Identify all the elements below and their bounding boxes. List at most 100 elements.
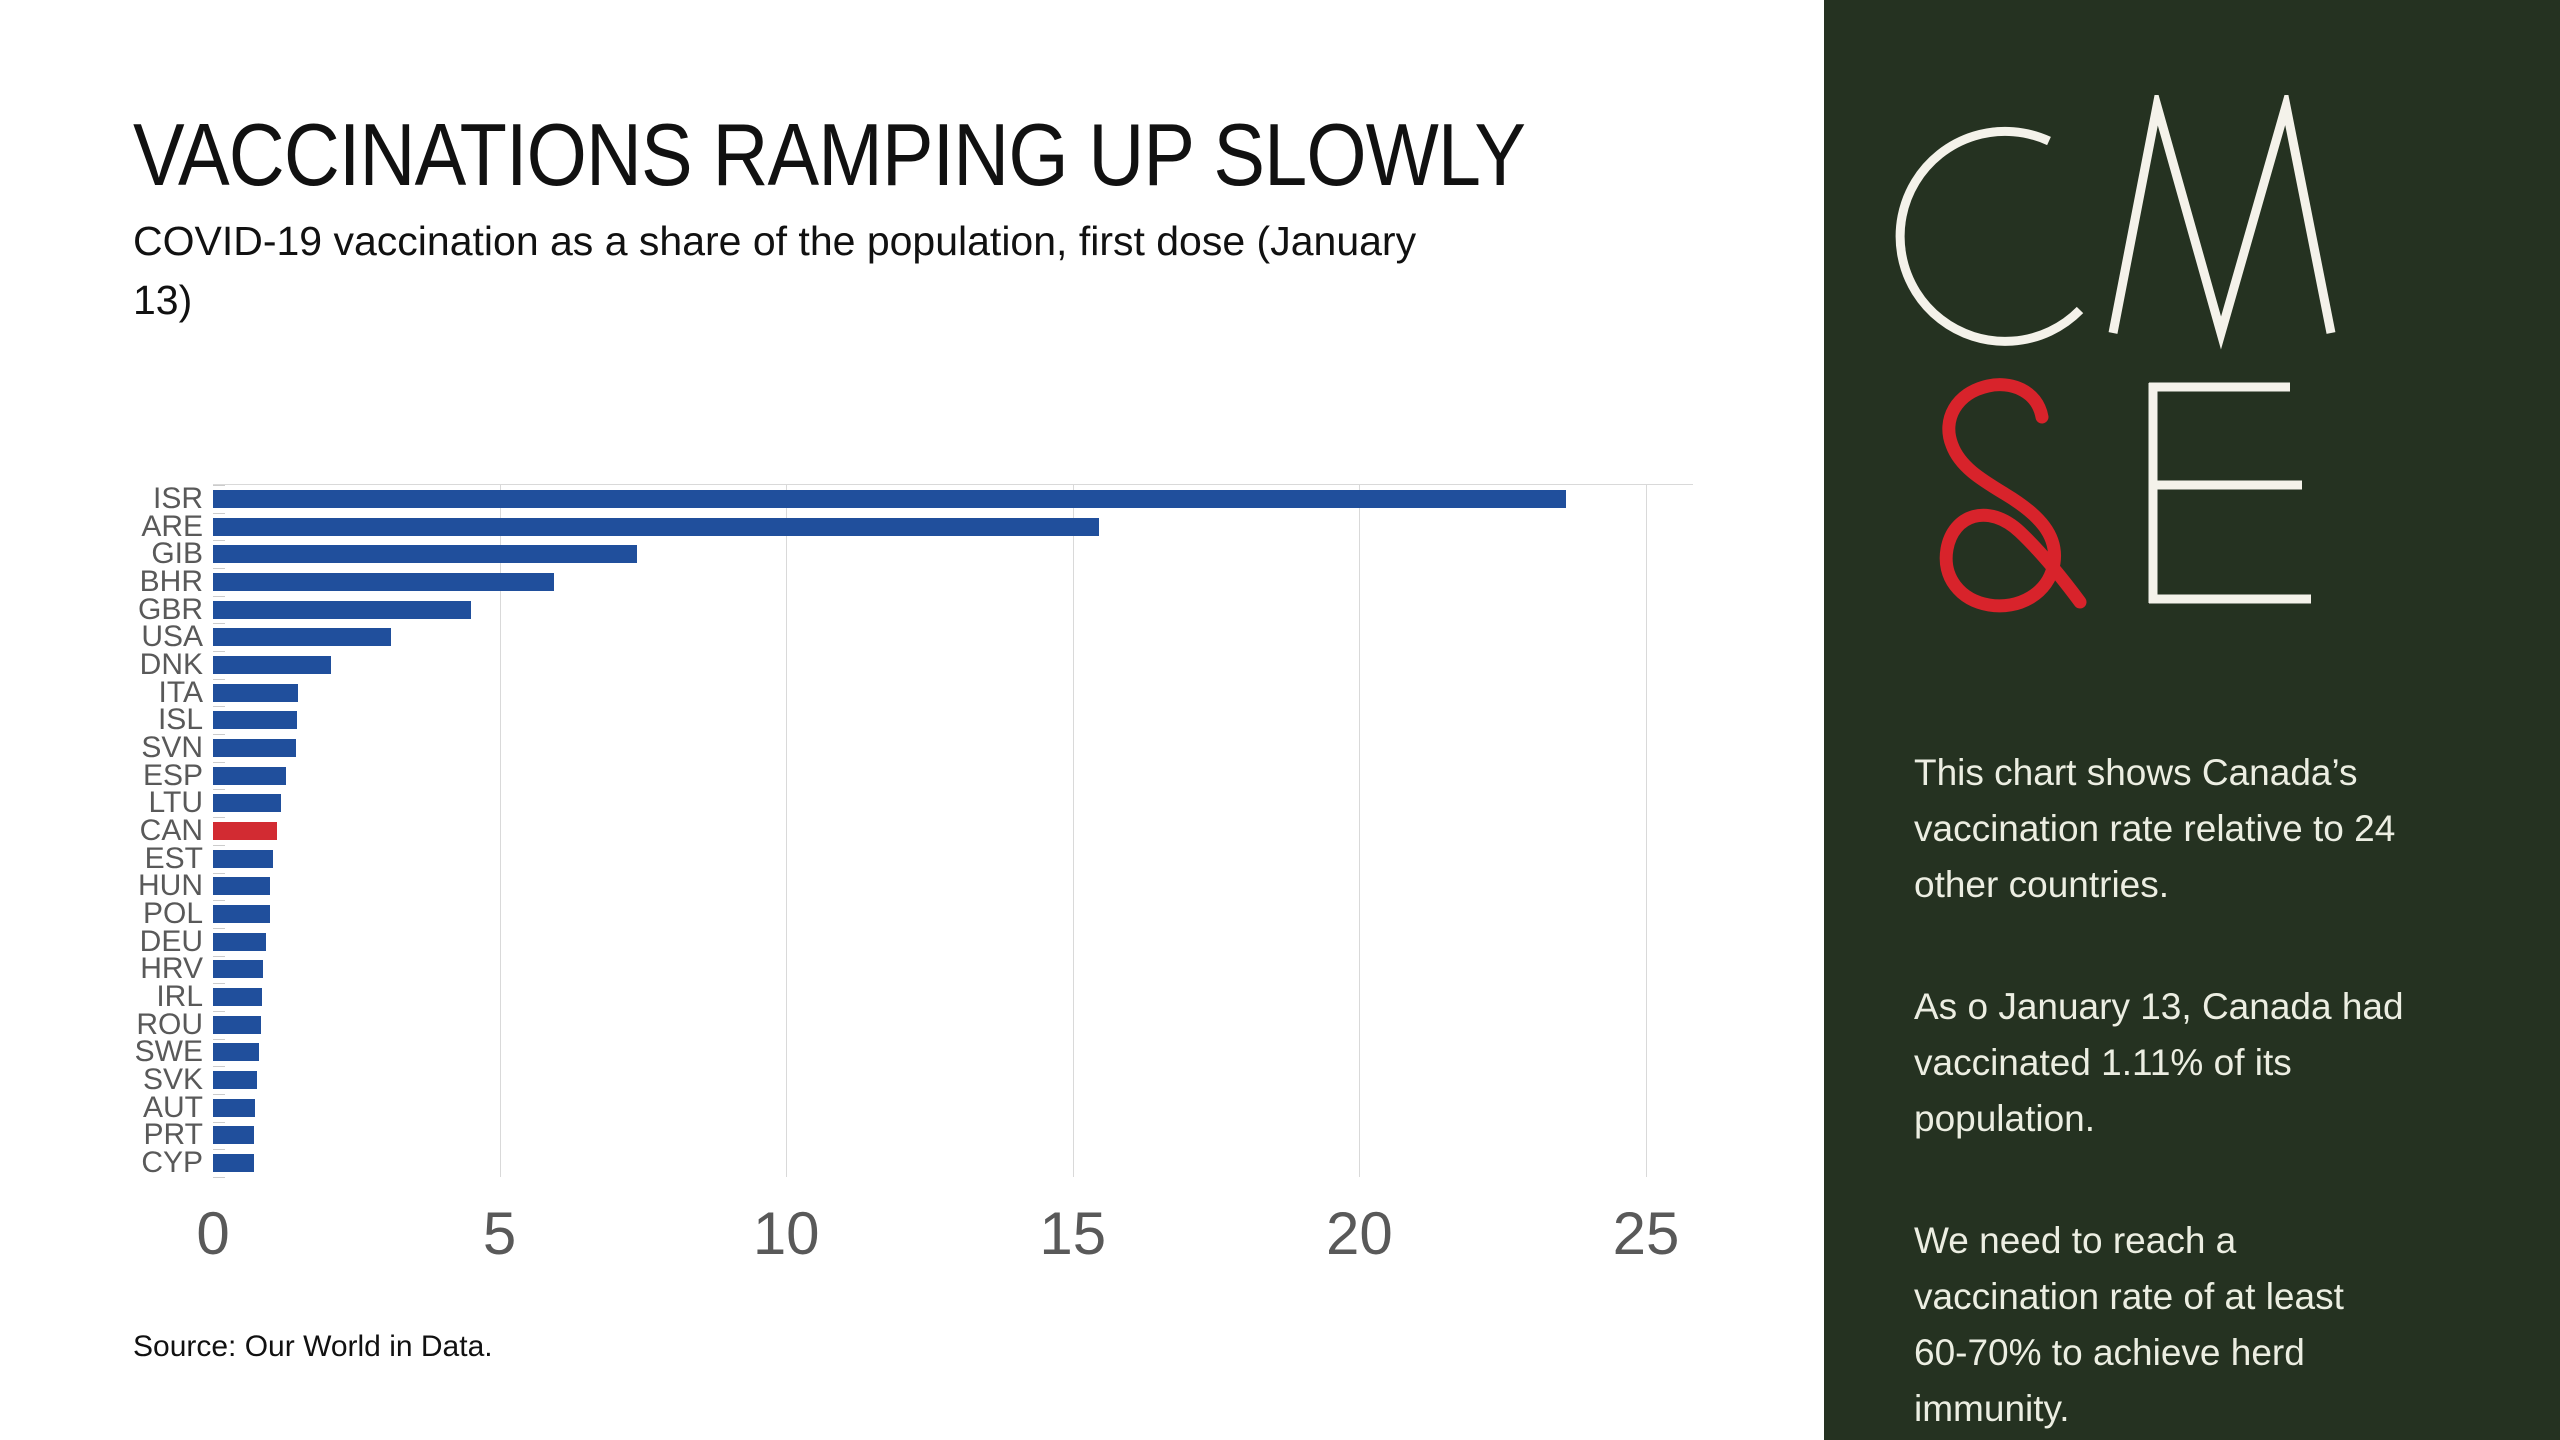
category-axis-tick [213,927,225,929]
bar-hun [213,877,271,896]
logo-letter-m [2108,86,2336,350]
category-axis-tick [213,623,225,625]
country-label-rou: ROU [136,1007,203,1041]
country-label-hrv: HRV [140,952,203,986]
chart-subtitle: COVID-19 vaccination as a share of the p… [133,218,1417,324]
bar-dnk [213,655,331,674]
gridline-10 [786,485,788,1177]
bar-row-usa: USA [141,622,1693,652]
cme-logo [1890,86,2350,615]
bar-row-ltu: LTU [149,788,1693,818]
bar-row-gib: GIB [151,539,1693,569]
sidebar-paragraph-1: This chart shows Canada’s vaccination ra… [1914,752,2396,905]
country-label-ltu: LTU [148,786,203,820]
bar-pol [213,904,270,923]
category-axis-tick [213,512,225,514]
category-axis-tick [213,540,225,542]
country-label-irl: IRL [156,979,203,1013]
gridline-25 [1646,485,1647,1177]
bar-chart: ISR ARE GIB BHR GBR USA DNK ITA ISL SVN ESP LTU CAN E… [134,483,1693,1274]
sidebar: This chart shows Canada’s vaccination ra… [1824,0,2560,1440]
bar-deu [213,932,267,951]
bar-svk [213,1070,257,1089]
bar-row-est: EST [145,843,1693,873]
bar-row-can: CAN [140,815,1693,845]
bar-row-deu: DEU [140,926,1693,956]
country-label-gbr: GBR [137,592,203,626]
bar-bhr [213,572,555,591]
category-axis-tick [213,1066,225,1068]
bar-row-gbr: GBR [138,594,1693,624]
country-label-bhr: BHR [139,564,203,598]
bar-gib [213,545,638,564]
country-label-prt: PRT [143,1118,203,1152]
country-label-esp: ESP [142,758,203,792]
category-axis-tick [213,872,225,874]
category-axis-tick [213,1038,225,1040]
country-label-isr: ISR [152,481,203,515]
gridline-15 [1072,485,1074,1177]
bar-row-isr: ISR [153,483,1693,513]
bar-row-prt: PRT [144,1120,1693,1150]
bar-row-isl: ISL [158,705,1693,735]
bar-are [213,517,1099,536]
bar-isr [213,489,1566,508]
bar-svn [213,738,296,757]
country-label-usa: USA [141,620,203,654]
category-axis-tick [213,1149,225,1151]
category-axis-tick [213,651,225,653]
bar-est [213,849,274,868]
bar-row-dnk: DNK [140,649,1693,679]
category-axis-tick [213,734,225,736]
category-axis-tick [213,1093,225,1095]
country-label-est: EST [144,841,203,875]
bar-gbr [213,600,471,619]
bar-can [213,821,277,840]
page-title: VACCINATIONS RAMPING UP SLOWLY [133,105,1526,204]
bar-row-esp: ESP [143,760,1693,790]
bar-row-pol: POL [143,898,1693,928]
bar-row-hun: HUN [138,871,1693,901]
country-label-deu: DEU [139,924,203,958]
country-label-aut: AUT [143,1090,203,1124]
x-tick-label-0: 0 [196,1200,230,1267]
x-axis: 0 5 10 15 20 25 [196,1200,1693,1274]
category-axis-tick [213,955,225,957]
bar-irl [213,987,262,1006]
bar-aut [213,1098,255,1117]
bar-ltu [213,794,281,813]
bar-esp [213,766,287,785]
bar-hrv [213,960,263,979]
category-axis-tick [213,844,225,846]
chart-panel: VACCINATIONS RAMPING UP SLOWLY COVID-19 … [133,105,1693,1363]
country-label-ita: ITA [158,675,203,709]
category-axis-tick [213,1121,225,1123]
bar-row-aut: AUT [143,1092,1693,1122]
bar-cyp [213,1153,254,1172]
x-tick-label-20: 20 [1326,1200,1393,1267]
country-label-svk: SVK [142,1062,203,1096]
x-tick-label-15: 15 [1039,1200,1107,1267]
source-note: Source: Our World in Data. [133,1330,493,1363]
category-axis-tick [213,568,225,570]
category-axis-tick [213,678,225,680]
country-label-gib: GIB [151,537,203,571]
country-label-swe: SWE [134,1035,203,1069]
logo-letter-e [2148,382,2311,604]
country-label-pol: POL [142,896,203,930]
category-axis-tick [213,595,225,597]
bar-row-cyp: CYP [141,1147,1693,1177]
category-axis-tick [213,983,225,985]
logo-ampersand [1939,378,2087,613]
country-label-dnk: DNK [139,647,203,681]
bar-swe [213,1043,260,1062]
bar-ita [213,683,298,702]
bar-prt [213,1126,254,1145]
logo-letter-c [1895,126,2084,346]
sidebar-paragraph-3: We need to reach a vaccination rate of a… [1914,1220,2344,1429]
sidebar-paragraph-2: As o January 13, Canada had vaccinated 1… [1914,986,2404,1139]
x-tick-label-25: 25 [1612,1200,1680,1267]
gridline-20 [1359,485,1361,1177]
category-axis-tick [213,817,225,819]
